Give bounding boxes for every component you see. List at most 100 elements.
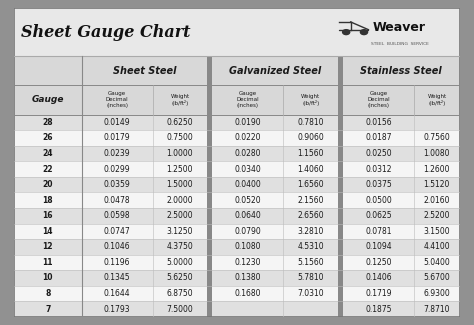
- Text: 0.0790: 0.0790: [235, 227, 261, 236]
- FancyBboxPatch shape: [212, 208, 338, 224]
- FancyBboxPatch shape: [212, 270, 338, 286]
- Text: 0.0149: 0.0149: [104, 118, 130, 127]
- FancyBboxPatch shape: [343, 255, 460, 270]
- Text: 0.0359: 0.0359: [104, 180, 130, 189]
- FancyBboxPatch shape: [14, 286, 207, 301]
- Text: 5.7810: 5.7810: [297, 273, 324, 282]
- FancyBboxPatch shape: [343, 208, 460, 224]
- FancyBboxPatch shape: [212, 146, 338, 161]
- FancyBboxPatch shape: [212, 177, 338, 192]
- Text: Gauge
Decimal
(inches): Gauge Decimal (inches): [367, 91, 390, 109]
- Text: 6.8750: 6.8750: [167, 289, 193, 298]
- Text: 5.6700: 5.6700: [423, 273, 450, 282]
- Text: 7.5000: 7.5000: [166, 305, 193, 314]
- Text: 0.0340: 0.0340: [235, 164, 261, 174]
- Text: 20: 20: [43, 180, 53, 189]
- Text: 0.1196: 0.1196: [104, 258, 130, 267]
- FancyBboxPatch shape: [212, 56, 338, 85]
- Text: 1.1560: 1.1560: [297, 149, 324, 158]
- Text: 0.7560: 0.7560: [423, 134, 450, 142]
- Text: 0.6250: 0.6250: [167, 118, 193, 127]
- Text: Weaver: Weaver: [373, 21, 426, 34]
- FancyBboxPatch shape: [212, 115, 338, 130]
- FancyBboxPatch shape: [153, 85, 207, 115]
- FancyBboxPatch shape: [212, 192, 338, 208]
- Text: 0.1380: 0.1380: [235, 273, 261, 282]
- FancyBboxPatch shape: [212, 224, 338, 239]
- Text: Gauge
Decimal
(inches): Gauge Decimal (inches): [237, 91, 259, 109]
- Text: 10: 10: [43, 273, 53, 282]
- Text: 2.1560: 2.1560: [297, 196, 324, 205]
- FancyBboxPatch shape: [212, 255, 338, 270]
- Text: 0.0640: 0.0640: [235, 211, 261, 220]
- Text: Weight
(lb/ft²): Weight (lb/ft²): [170, 94, 190, 106]
- Text: 0.9060: 0.9060: [297, 134, 324, 142]
- Text: 16: 16: [43, 211, 53, 220]
- Text: 0.0747: 0.0747: [104, 227, 130, 236]
- FancyBboxPatch shape: [212, 130, 338, 146]
- Text: Gauge: Gauge: [32, 96, 64, 104]
- Text: 0.0625: 0.0625: [365, 211, 392, 220]
- FancyBboxPatch shape: [14, 270, 207, 286]
- Text: Sheet Steel: Sheet Steel: [113, 66, 176, 76]
- Text: Stainless Steel: Stainless Steel: [361, 66, 442, 76]
- Text: 0.0187: 0.0187: [365, 134, 392, 142]
- FancyBboxPatch shape: [343, 192, 460, 208]
- Text: 0.0400: 0.0400: [235, 180, 261, 189]
- Text: 0.0220: 0.0220: [235, 134, 261, 142]
- Text: 0.0156: 0.0156: [365, 118, 392, 127]
- Text: 3.1250: 3.1250: [167, 227, 193, 236]
- Text: 0.1250: 0.1250: [365, 258, 392, 267]
- FancyBboxPatch shape: [343, 146, 460, 161]
- Text: 12: 12: [43, 242, 53, 251]
- FancyBboxPatch shape: [343, 130, 460, 146]
- FancyBboxPatch shape: [343, 224, 460, 239]
- Text: 1.2500: 1.2500: [167, 164, 193, 174]
- FancyBboxPatch shape: [343, 301, 460, 317]
- FancyBboxPatch shape: [14, 301, 207, 317]
- FancyBboxPatch shape: [212, 301, 338, 317]
- Text: 8: 8: [45, 289, 51, 298]
- Text: 14: 14: [43, 227, 53, 236]
- Text: 4.4100: 4.4100: [424, 242, 450, 251]
- FancyBboxPatch shape: [212, 161, 338, 177]
- Text: 2.5200: 2.5200: [424, 211, 450, 220]
- Text: 0.1094: 0.1094: [365, 242, 392, 251]
- Text: 0.0239: 0.0239: [104, 149, 130, 158]
- Text: 1.0080: 1.0080: [424, 149, 450, 158]
- Text: 0.1046: 0.1046: [104, 242, 130, 251]
- Text: 5.0400: 5.0400: [423, 258, 450, 267]
- FancyBboxPatch shape: [343, 115, 460, 130]
- Text: 2.5000: 2.5000: [167, 211, 193, 220]
- Text: 6.9300: 6.9300: [423, 289, 450, 298]
- Text: 0.1230: 0.1230: [235, 258, 261, 267]
- Text: 4.3750: 4.3750: [166, 242, 193, 251]
- Text: 0.1406: 0.1406: [365, 273, 392, 282]
- FancyBboxPatch shape: [14, 8, 460, 317]
- FancyBboxPatch shape: [343, 161, 460, 177]
- Text: Gauge
Decimal
(inches): Gauge Decimal (inches): [106, 91, 128, 109]
- FancyBboxPatch shape: [82, 56, 207, 85]
- FancyBboxPatch shape: [14, 239, 207, 255]
- Text: 3.2810: 3.2810: [298, 227, 324, 236]
- Text: 0.0781: 0.0781: [365, 227, 392, 236]
- FancyBboxPatch shape: [212, 239, 338, 255]
- FancyBboxPatch shape: [283, 85, 338, 115]
- Circle shape: [360, 30, 367, 34]
- FancyBboxPatch shape: [212, 85, 283, 115]
- Text: 5.6250: 5.6250: [167, 273, 193, 282]
- Text: 0.1875: 0.1875: [365, 305, 392, 314]
- Text: 24: 24: [43, 149, 53, 158]
- Text: 0.0179: 0.0179: [104, 134, 130, 142]
- Text: 1.5000: 1.5000: [167, 180, 193, 189]
- Text: 0.0299: 0.0299: [104, 164, 130, 174]
- Text: 2.0000: 2.0000: [167, 196, 193, 205]
- Text: 28: 28: [43, 118, 53, 127]
- Text: 0.1793: 0.1793: [104, 305, 130, 314]
- Text: 0.7500: 0.7500: [166, 134, 193, 142]
- Text: 1.4060: 1.4060: [297, 164, 324, 174]
- FancyBboxPatch shape: [343, 177, 460, 192]
- Text: 7.8710: 7.8710: [424, 305, 450, 314]
- FancyBboxPatch shape: [414, 85, 460, 115]
- Text: Sheet Gauge Chart: Sheet Gauge Chart: [21, 23, 191, 41]
